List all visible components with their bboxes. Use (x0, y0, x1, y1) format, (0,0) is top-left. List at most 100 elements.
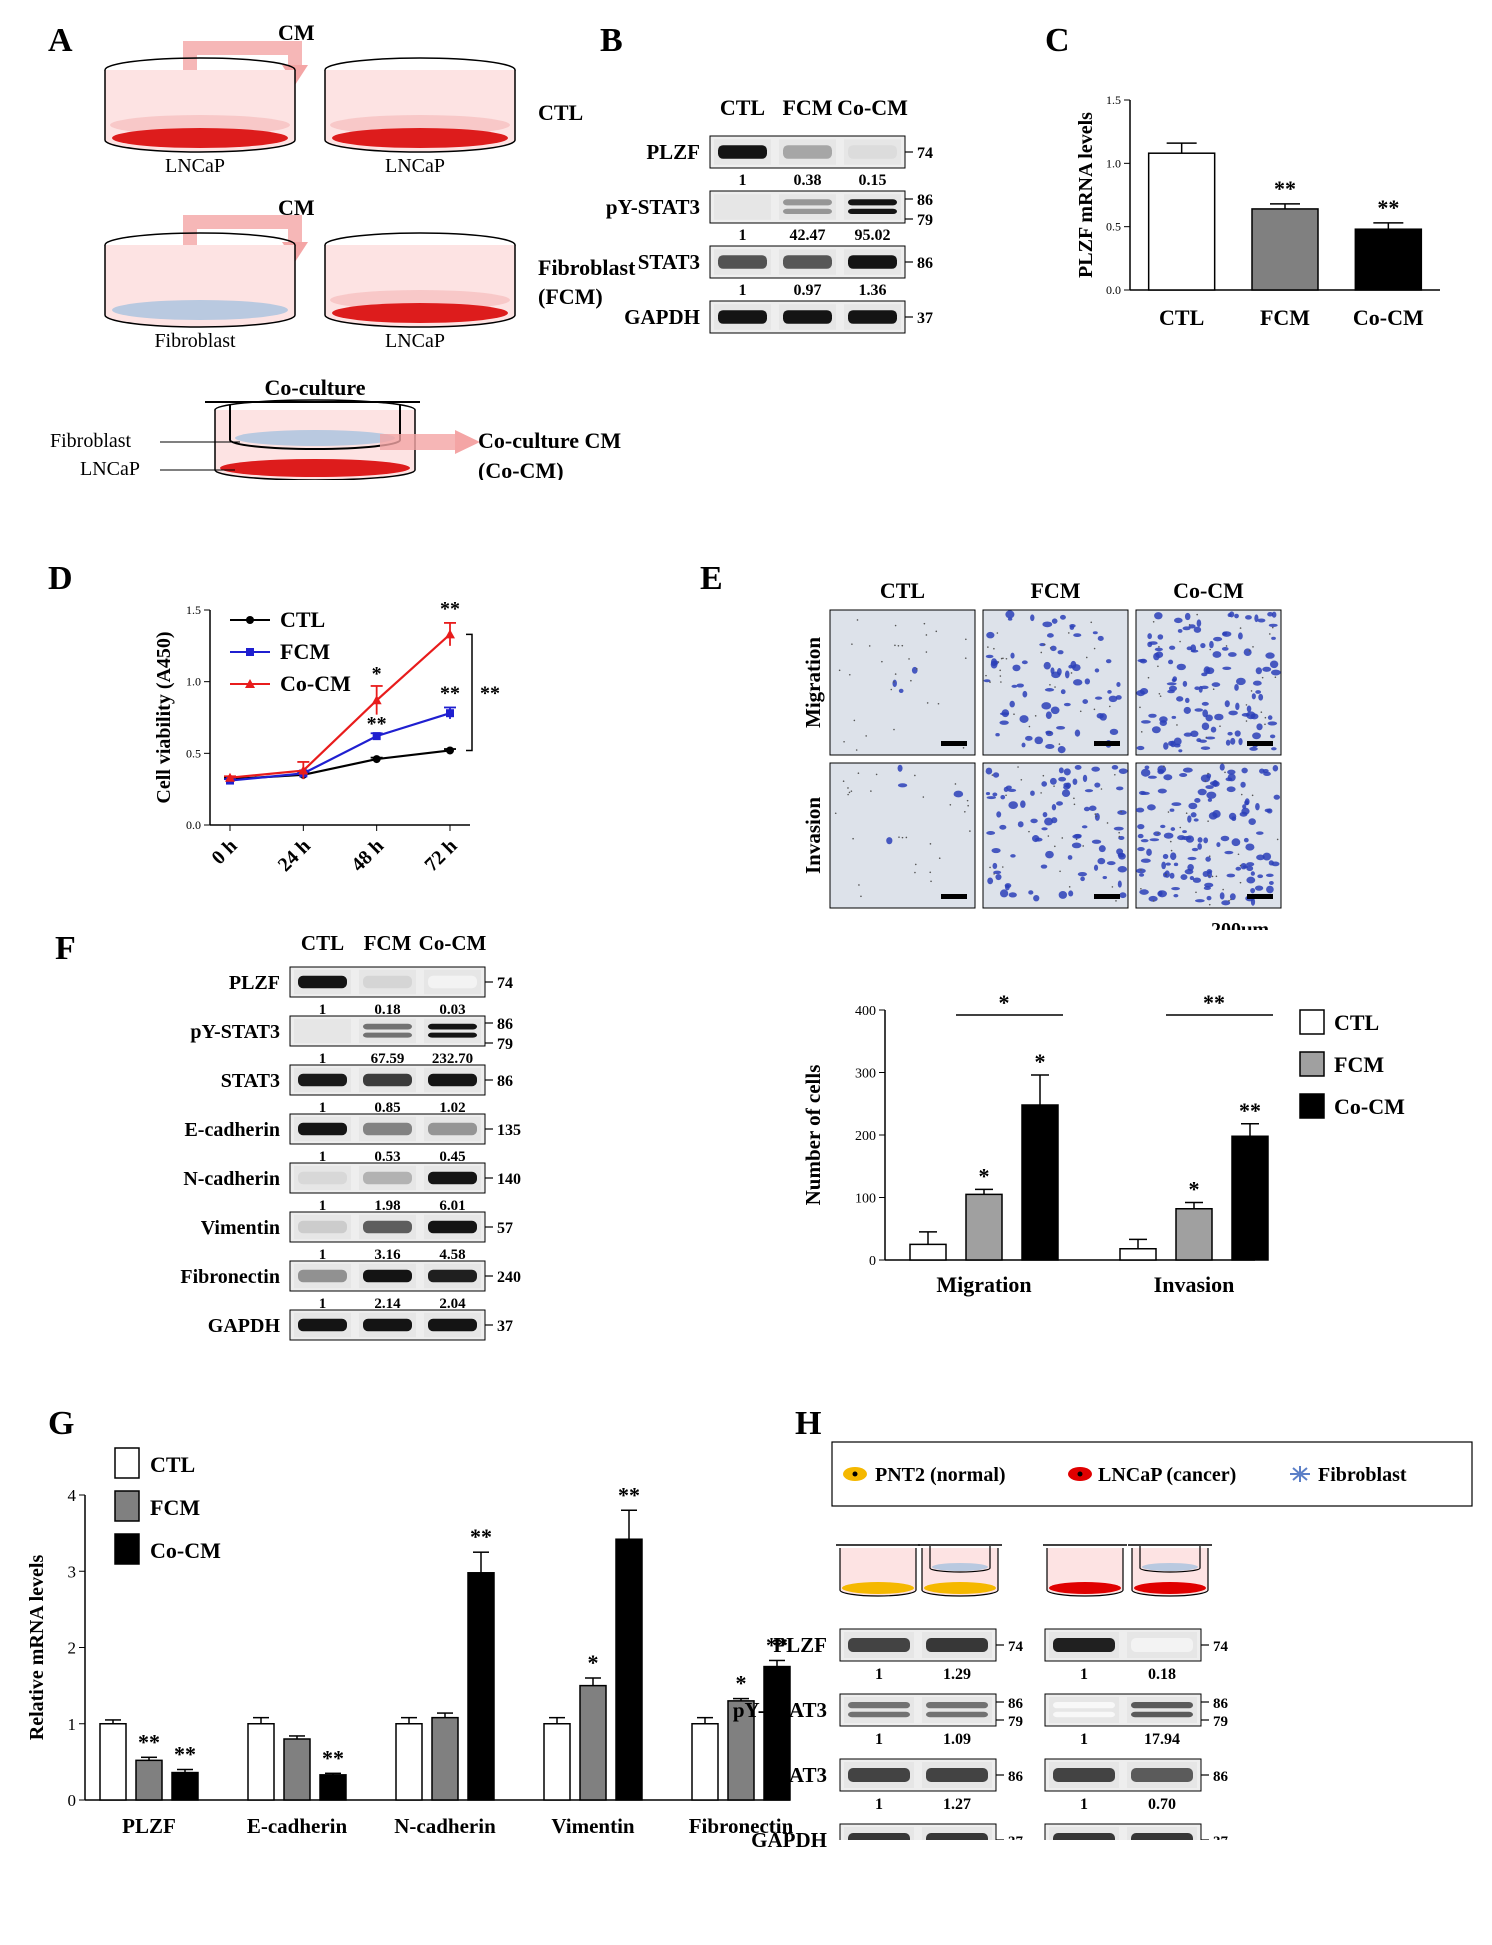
pore-dot (881, 660, 883, 663)
band-py-stat3-right-2 (1131, 1702, 1193, 1709)
pore-dot (1067, 632, 1070, 634)
panel-label-b: B (600, 22, 623, 59)
pore-dot (1093, 708, 1096, 711)
pore-dot (1043, 643, 1046, 646)
pore-dot (894, 673, 897, 675)
cell-dot (1058, 890, 1068, 899)
cell-dot (1267, 715, 1273, 720)
legend-swatch-co-cm (1299, 1093, 1325, 1119)
pore-dot (868, 645, 871, 647)
band-gapdh-left-2 (926, 1833, 988, 1840)
blot-value-plzf-left-1: 1 (875, 1666, 883, 1683)
cell-dot (1017, 821, 1024, 828)
y-tick-label: 3 (68, 1562, 77, 1581)
x-tick-label-48-h: 48 h (347, 835, 388, 876)
fibroblast-icon (1290, 1466, 1310, 1482)
pore-dot (901, 836, 904, 839)
band-py-stat3-left-2-bg (922, 1697, 992, 1723)
band-fibronectin-lane-2 (363, 1269, 412, 1283)
cell-dot (1188, 802, 1198, 810)
pore-dot (1028, 830, 1030, 833)
legend-label-co-cm: Co-CM (280, 671, 351, 696)
blot-row-label-vimentin: Vimentin (201, 1217, 280, 1239)
band-n-cadherin-lane-2 (363, 1171, 412, 1185)
legend-label-ctl: CTL (1334, 1010, 1379, 1035)
cell-dot (1137, 823, 1145, 830)
cell-dot (1021, 660, 1028, 665)
blot-value-vimentin-2: 3.16 (374, 1247, 401, 1263)
bar-n-cadherin-ctl (395, 1723, 423, 1801)
cell-dot (985, 654, 994, 659)
cell-dot (1226, 873, 1236, 878)
significance-plzf-co-cm: ** (174, 1742, 196, 1767)
x-tick-label-24-h: 24 h (274, 835, 315, 876)
blot-value-py-stat3-2: 67.59 (371, 1051, 405, 1067)
cell-dot (1180, 874, 1188, 881)
pore-dot (926, 702, 929, 704)
panel-e-column-ctl: CTL (880, 578, 925, 603)
pore-dot (1058, 743, 1061, 745)
cell-dot (1252, 732, 1261, 740)
fcm-label-line1: Fibroblast CM (538, 255, 640, 280)
panel-f-western-blot: CTL FCM Co-CM PLZF 1 0.18 0.03 74 pY-STAT3 1 67.59… (180, 931, 521, 1341)
cell-dot (1187, 815, 1192, 823)
mw-label-stat3-left-86: 86 (1008, 1769, 1024, 1785)
pore-dot (853, 719, 856, 722)
annotation-bracket-72h: ** (480, 683, 500, 705)
pore-dot (1152, 620, 1155, 623)
cell-dot (1034, 837, 1043, 842)
mw-label-plzf-right-74: 74 (1213, 1639, 1229, 1655)
cell-dot (1092, 631, 1098, 635)
pore-dot (848, 791, 851, 794)
cell-dot (1149, 838, 1160, 842)
cell-dot (987, 877, 994, 885)
cell-dot (1051, 804, 1057, 811)
pore-dot (1169, 840, 1172, 843)
band-stat3-right-2 (1131, 1768, 1193, 1782)
pore-dot (1167, 811, 1170, 813)
cell-dot (1030, 818, 1038, 824)
pore-dot (964, 810, 966, 813)
cell-dot (1194, 708, 1204, 712)
y-tick-label: 1.0 (186, 675, 201, 689)
band-py-stat3-lane-3-bg (424, 1018, 481, 1044)
band-e-cadherin-lane-2 (363, 1122, 412, 1136)
y-tick-label: 0.5 (186, 746, 201, 760)
cell-dot (995, 733, 1000, 737)
cell-dot (1138, 873, 1145, 877)
legend-lncap: LNCaP (cancer) (1098, 1464, 1236, 1486)
legend-label-ctl: CTL (280, 607, 325, 632)
pore-dot (847, 787, 849, 789)
cell-dot (1063, 702, 1071, 707)
x-tick-label-ctl: CTL (1159, 305, 1204, 330)
cell-dot (1067, 855, 1073, 860)
pore-dot (894, 644, 896, 647)
x-tick-label-72-h: 72 h (420, 835, 461, 876)
blot-value-plzf-left-2: 1.29 (943, 1666, 971, 1683)
pore-dot (1179, 640, 1181, 643)
cell-dot (1168, 740, 1175, 746)
band-gapdh-right-2 (1131, 1833, 1193, 1840)
mw-label-stat3-86: 86 (497, 1073, 513, 1090)
cell-dot (1224, 700, 1230, 708)
pore-dot (1005, 794, 1007, 797)
pore-dot (1120, 810, 1122, 813)
cell-dot (1213, 636, 1223, 642)
pore-dot (1070, 672, 1073, 674)
pore-dot (843, 740, 845, 743)
cell-dot (1021, 742, 1026, 748)
legend-swatch-co-cm (114, 1533, 140, 1565)
cell-dot (1235, 702, 1240, 711)
band-py-stat3-lane-3-bg (844, 194, 901, 220)
cell-dot (1097, 635, 1104, 641)
pore-dot (996, 632, 999, 634)
blot-value-n-cadherin-2: 1.98 (374, 1198, 400, 1214)
band-stat3-left-1 (848, 1768, 910, 1782)
cell-dot (1262, 852, 1272, 861)
cell-dot (1201, 701, 1209, 706)
blot-value-py-stat3-1: 1 (319, 1051, 327, 1067)
band-plzf-right-2 (1131, 1638, 1193, 1652)
blot-row-label-fibronectin: Fibronectin (180, 1266, 280, 1288)
cell-dot (1045, 743, 1055, 750)
band-stat3-left-2 (926, 1768, 988, 1782)
